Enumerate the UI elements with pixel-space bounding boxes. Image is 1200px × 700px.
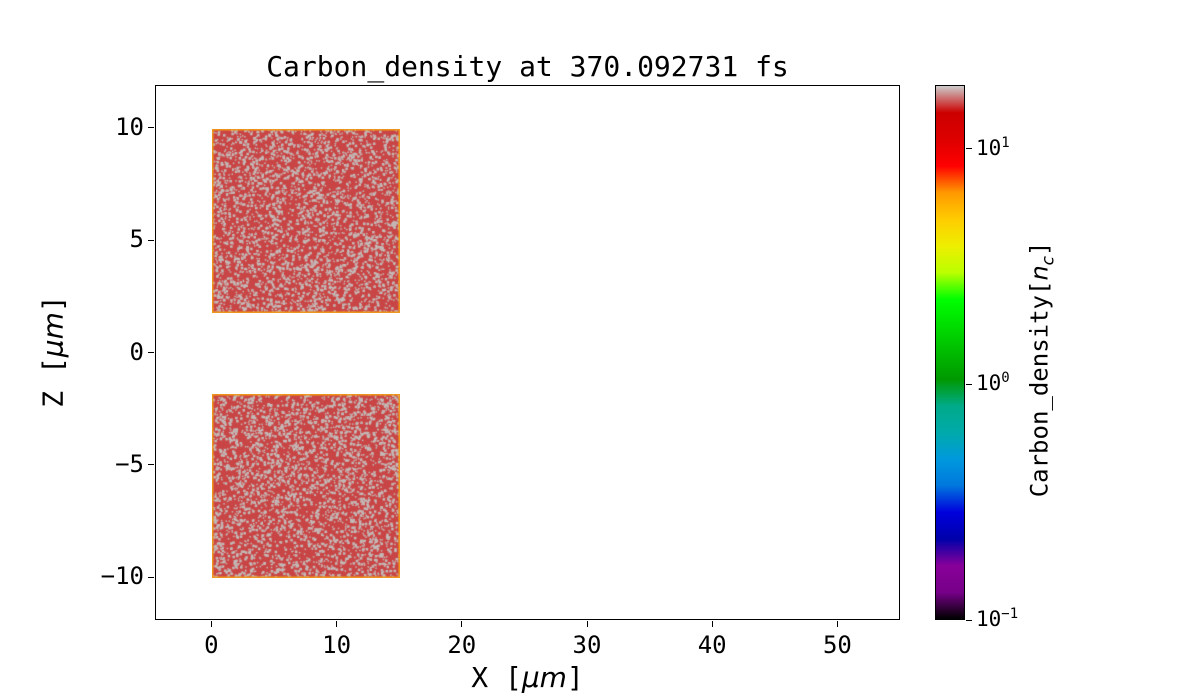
colorbar-label: Carbon_density[nc] — [1026, 169, 1059, 569]
chart-title: Carbon_density at 370.092731 fs — [266, 50, 789, 83]
x-tick-label: 40 — [697, 631, 727, 659]
colorbar-tick-mark — [966, 619, 972, 621]
y-tick-mark — [148, 464, 154, 466]
x-axis-label: X [μm] — [155, 661, 900, 694]
colorbar-label-math-n: n — [1025, 265, 1054, 281]
colorbar — [935, 85, 965, 620]
colorbar-tick-base: 10 — [976, 135, 1002, 160]
x-tick-label: 10 — [322, 631, 352, 659]
y-tick-label: 10 — [115, 112, 144, 141]
colorbar-tick-mark — [966, 148, 972, 149]
y-axis-label-suffix: ] — [36, 295, 70, 313]
colorbar-label-sub-c: c — [1038, 255, 1059, 266]
x-tick-label: 20 — [447, 631, 477, 659]
y-tick-mark — [148, 352, 154, 353]
x-tick-label: 30 — [572, 631, 602, 659]
density-block-lower — [212, 394, 401, 578]
colorbar-tick-label: 10−1 — [976, 606, 1018, 631]
y-tick-label: 0 — [129, 337, 144, 366]
x-tick-mark — [210, 621, 212, 627]
colorbar-gradient — [936, 86, 964, 619]
colorbar-tick-base: 10 — [976, 371, 1002, 396]
colorbar-tick-exponent: 1 — [1001, 134, 1010, 151]
colorbar-label-suffix: ] — [1025, 241, 1054, 256]
density-block-upper — [212, 128, 401, 313]
x-axis-label-suffix: ] — [566, 661, 584, 694]
colorbar-tick-label: 101 — [976, 135, 1010, 160]
x-tick-mark — [711, 621, 713, 627]
colorbar-tick-label: 100 — [976, 370, 1010, 395]
x-tick-mark — [336, 621, 338, 627]
x-axis-label-prefix: X [ — [471, 661, 522, 694]
x-tick-label: 50 — [822, 631, 852, 659]
plot-area — [155, 85, 900, 620]
x-tick-label: 0 — [204, 631, 219, 659]
y-tick-mark — [148, 127, 154, 129]
x-tick-mark — [461, 621, 463, 627]
y-tick-mark — [148, 576, 154, 578]
y-tick-label: −5 — [115, 449, 144, 478]
y-tick-label: 5 — [129, 225, 144, 254]
colorbar-tick-base: 10 — [976, 607, 1002, 631]
x-tick-mark — [586, 621, 588, 627]
colorbar-tick-exponent: 0 — [1001, 370, 1010, 387]
y-tick-label: −10 — [100, 562, 144, 591]
colorbar-tick-mark — [966, 383, 972, 385]
colorbar-tick-exponent: −1 — [1001, 606, 1019, 622]
x-tick-mark — [836, 621, 838, 627]
colorbar-label-prefix: Carbon_density[ — [1025, 280, 1054, 498]
y-tick-mark — [148, 239, 154, 241]
x-axis-label-math-mu: μm — [521, 661, 567, 694]
